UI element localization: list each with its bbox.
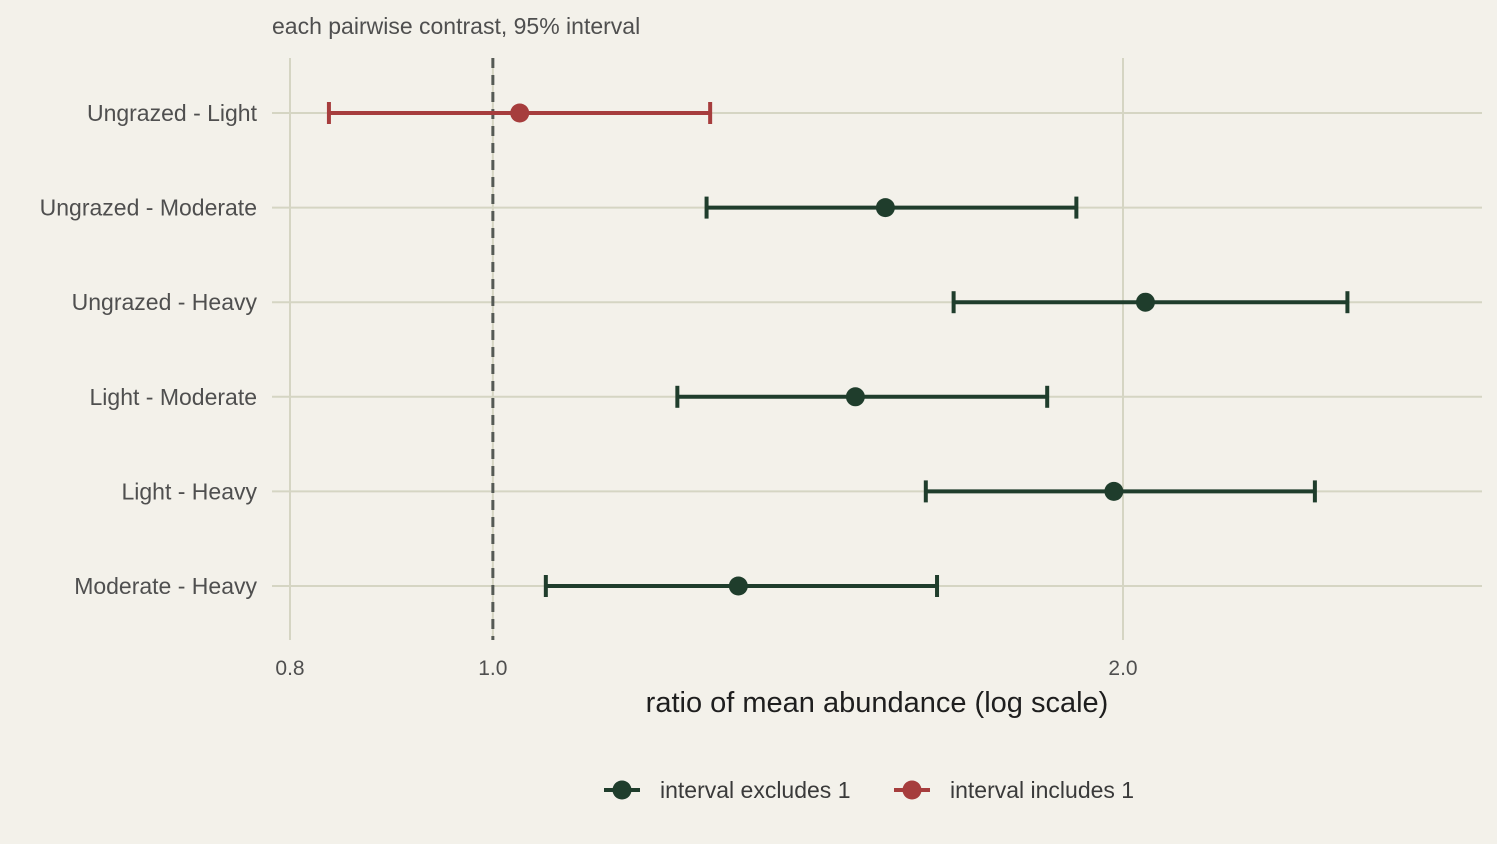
contrast-interval	[951, 291, 1350, 314]
estimate-point	[875, 198, 895, 218]
contrast-interval	[675, 385, 1050, 408]
contrast-interval	[704, 196, 1079, 219]
y-tick-label: Moderate - Heavy	[74, 573, 257, 599]
y-tick-labels: Ungrazed - Light Ungrazed - Moderate Ungra…	[40, 100, 258, 599]
estimate-point	[510, 103, 530, 123]
interval-bars	[326, 102, 1350, 597]
legend: interval excludes 1 interval includes 1	[604, 777, 1134, 803]
estimate-point	[1104, 481, 1124, 501]
x-tick-labels: 0.8 1.0 2.0	[275, 657, 1137, 680]
x-axis-label: ratio of mean abundance (log scale)	[646, 687, 1109, 719]
x-tick-label: 0.8	[275, 657, 304, 680]
contrast-interval	[923, 480, 1317, 503]
grid-lines	[272, 58, 1482, 640]
legend-item: interval excludes 1	[604, 777, 851, 803]
x-tick-label: 1.0	[478, 657, 507, 680]
y-tick-label: Ungrazed - Heavy	[72, 289, 258, 315]
x-tick-label: 2.0	[1108, 657, 1137, 680]
estimate-point	[1135, 292, 1155, 312]
legend-label: interval includes 1	[950, 777, 1134, 803]
y-tick-label: Light - Heavy	[121, 478, 257, 504]
y-tick-label: Light - Moderate	[90, 384, 257, 410]
legend-label: interval excludes 1	[660, 777, 851, 803]
estimate-point	[728, 576, 748, 596]
legend-key-point	[902, 780, 922, 800]
chart-subtitle: each pairwise contrast, 95% interval	[272, 13, 640, 39]
y-tick-label: Ungrazed - Light	[87, 100, 258, 126]
legend-key-point	[612, 780, 632, 800]
estimate-point	[845, 387, 865, 407]
contrast-interval	[326, 102, 713, 124]
contrast-interval	[543, 575, 940, 597]
y-tick-label: Ungrazed - Moderate	[40, 195, 257, 221]
legend-item: interval includes 1	[894, 777, 1134, 803]
